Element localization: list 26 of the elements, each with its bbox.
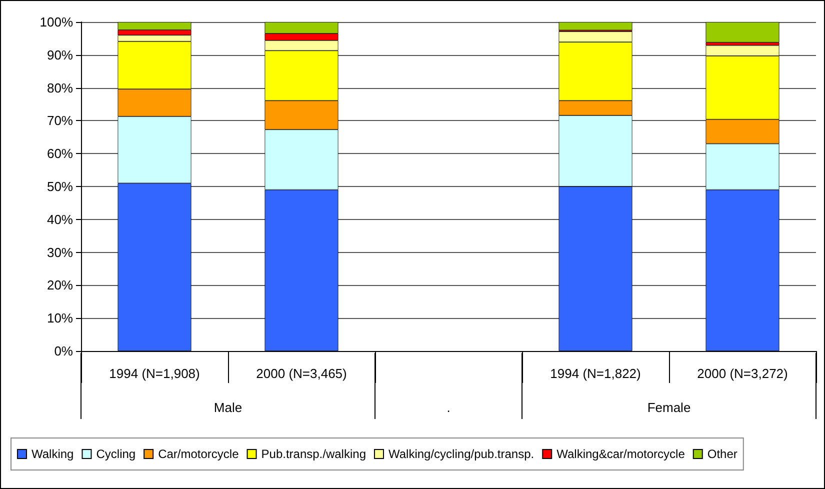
y-tick-label: 100% — [40, 14, 74, 30]
y-tick-label: 0% — [54, 344, 74, 358]
y-tick-label: 70% — [46, 113, 74, 128]
legend-label: Other — [707, 447, 738, 461]
y-tick-label: 10% — [46, 310, 74, 326]
x-tick-label: 1994 (N=1,822) — [550, 366, 641, 381]
legend-label: Walking — [32, 447, 74, 461]
y-tick-label: 40% — [46, 212, 74, 227]
y-tick-label: 30% — [46, 244, 74, 260]
y-tick-label: 90% — [46, 47, 74, 62]
text: Female — [647, 400, 691, 415]
legend-label: Car/motorcycle — [158, 447, 240, 461]
y-tick-label: 50% — [46, 179, 74, 194]
text: . — [446, 400, 450, 415]
text: Male — [214, 400, 242, 415]
legend-label: Cycling — [96, 447, 136, 461]
x-tick-label: 2000 (N=3,272) — [697, 366, 788, 381]
x-tick-label: 1994 (N=1,908) — [109, 366, 200, 381]
y-tick-label: 80% — [46, 80, 74, 96]
legend-label: Pub.transp./walking — [261, 447, 366, 461]
y-tick-label: 20% — [46, 278, 74, 293]
bar — [706, 22, 780, 42]
legend-label: Walking&car/motorcycle — [556, 447, 686, 461]
legend-label: Walking/cycling/pub.transp. — [388, 447, 534, 461]
y-tick-label: 60% — [46, 146, 74, 162]
x-tick-label: 2000 (N=3,465) — [256, 366, 347, 381]
